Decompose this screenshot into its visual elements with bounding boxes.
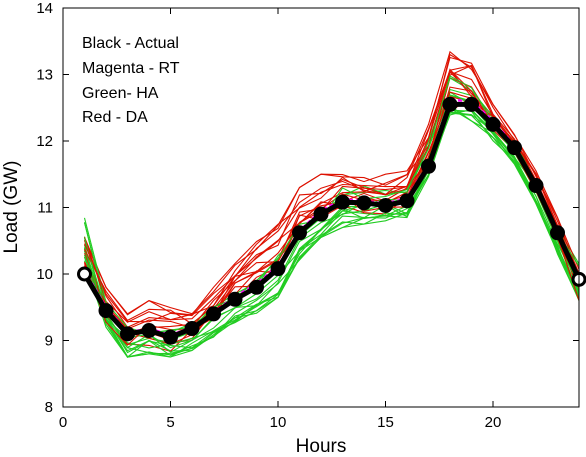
ha-forecast-line	[83, 112, 580, 354]
actual-data-point	[227, 291, 243, 307]
x-axis-label: Hours	[296, 436, 347, 457]
y-tick-label: 8	[45, 399, 53, 416]
ha-forecast-line	[83, 109, 580, 357]
forecast-curves	[83, 50, 581, 358]
legend-entry-actual: Black - Actual	[82, 35, 179, 52]
x-tick-label: 15	[377, 414, 394, 431]
legend-entry-da: Red - DA	[82, 109, 148, 126]
actual-data-point	[313, 206, 329, 222]
actual-data-point	[399, 193, 415, 209]
y-tick-label: 14	[36, 0, 53, 17]
y-tick-label: 12	[36, 133, 53, 150]
x-tick-label: 10	[270, 414, 287, 431]
da-forecast-line	[83, 96, 580, 352]
actual-data-point	[120, 326, 135, 342]
actual-data-point	[249, 279, 264, 295]
actual-data-point	[270, 261, 286, 277]
ha-forecast-line	[83, 109, 580, 356]
actual-data-point	[507, 140, 522, 156]
y-tick-label: 9	[45, 333, 53, 350]
ha-forecast-line	[83, 91, 580, 349]
actual-data-point	[335, 194, 350, 210]
da-forecast-line	[83, 64, 580, 323]
legend: Black - Actual Magenta - RT Green- HA Re…	[82, 35, 180, 126]
x-tick-label: 0	[59, 414, 67, 431]
actual-data-point	[292, 225, 307, 241]
actual-data-point	[528, 178, 544, 194]
y-axis-label: Load (GW)	[1, 161, 22, 254]
actual-data-point	[163, 329, 178, 345]
y-axis-ticks: 8 9 10 11 12 13 14	[36, 0, 579, 416]
y-tick-label: 11	[37, 200, 53, 217]
y-tick-label: 13	[36, 67, 53, 84]
da-forecast-line	[84, 64, 580, 325]
actual-data-point	[550, 225, 565, 241]
legend-entry-ha: Green- HA	[82, 85, 159, 102]
ha-forecast-line	[83, 107, 580, 358]
rt-forecast-line	[83, 98, 581, 337]
ha-forecast-line	[83, 104, 580, 358]
actual-data-point	[378, 198, 393, 214]
actual-data-point	[77, 266, 92, 282]
da-forecast-line	[83, 53, 580, 328]
actual-data-point	[464, 96, 479, 112]
x-axis-ticks: 0 5 10 15 20	[59, 8, 502, 431]
da-forecast-line	[83, 70, 580, 323]
y-tick-label: 10	[36, 266, 53, 283]
actual-data-point	[485, 116, 501, 132]
actual-data-point	[421, 158, 436, 174]
legend-entry-rt: Magenta - RT	[82, 60, 180, 77]
actual-data-point	[206, 306, 221, 322]
x-tick-label: 5	[166, 414, 174, 431]
actual-data-point	[141, 323, 157, 339]
da-forecast-line	[83, 50, 580, 315]
x-tick-label: 20	[485, 414, 502, 431]
actual-data-point	[184, 321, 200, 337]
actual-data-point	[356, 195, 372, 211]
actual-data-point	[98, 303, 114, 319]
actual-data-point	[442, 96, 458, 112]
